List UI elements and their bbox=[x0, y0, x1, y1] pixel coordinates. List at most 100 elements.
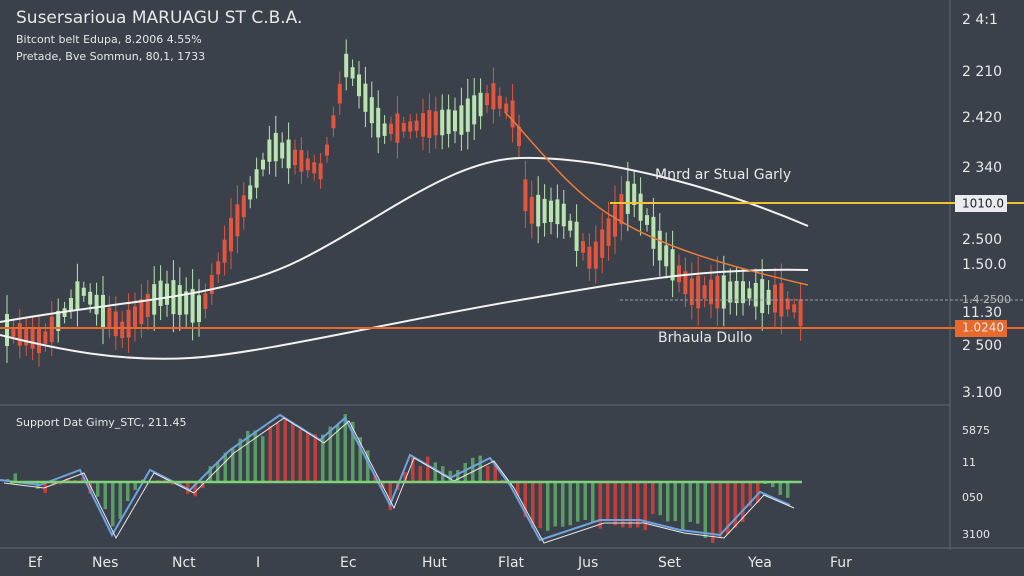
candle-body bbox=[670, 249, 675, 281]
candle-body bbox=[625, 181, 630, 214]
price-label: 1.0240 bbox=[962, 321, 1004, 335]
indicator-axis-label: 11 bbox=[962, 456, 976, 469]
candle-body bbox=[459, 105, 464, 135]
candle-body bbox=[344, 53, 349, 78]
candle-body bbox=[696, 275, 701, 309]
candle-body bbox=[43, 331, 48, 344]
candle-body bbox=[209, 275, 214, 294]
candle-body bbox=[133, 306, 137, 329]
candle-body bbox=[645, 215, 649, 225]
candle-body bbox=[267, 139, 272, 162]
histogram-bar bbox=[231, 448, 235, 482]
candle-body bbox=[184, 291, 189, 315]
histogram-bar bbox=[88, 482, 92, 494]
candle-body bbox=[376, 107, 381, 138]
histogram-bar bbox=[103, 482, 107, 510]
annotation: Mnrd ar Stual Garly bbox=[655, 167, 791, 183]
histogram-bar bbox=[643, 482, 647, 531]
candle-body bbox=[638, 193, 643, 221]
candle-body bbox=[741, 281, 745, 304]
candle-body bbox=[337, 83, 342, 104]
candle-body bbox=[747, 288, 752, 299]
histogram-bar bbox=[591, 482, 595, 523]
candle-body bbox=[120, 321, 125, 339]
candle-body bbox=[446, 109, 451, 134]
time-label: Ef bbox=[28, 555, 43, 571]
candle-body bbox=[363, 83, 368, 112]
histogram-bar bbox=[748, 482, 752, 507]
histogram-bar bbox=[486, 465, 490, 482]
histogram-bar bbox=[313, 434, 317, 482]
histogram-bar bbox=[283, 418, 287, 482]
candle-body bbox=[88, 291, 93, 305]
histogram-bar bbox=[321, 434, 325, 482]
candle-body bbox=[773, 284, 777, 313]
histogram-bar bbox=[58, 482, 62, 485]
time-label: Hut bbox=[422, 555, 447, 571]
candle-body bbox=[139, 298, 144, 325]
candle-body bbox=[75, 281, 80, 311]
histogram-bar bbox=[621, 482, 625, 528]
candle-body bbox=[248, 185, 253, 200]
histogram-bar bbox=[538, 482, 542, 529]
histogram-bar bbox=[171, 482, 175, 485]
candle-body bbox=[350, 67, 355, 79]
candle-body bbox=[101, 294, 105, 328]
histogram-bar bbox=[208, 466, 212, 482]
time-label: Fur bbox=[830, 555, 852, 571]
histogram-bar bbox=[733, 482, 737, 528]
time-label: Set bbox=[658, 555, 682, 571]
histogram-bar bbox=[756, 482, 760, 503]
histogram-bar bbox=[51, 482, 55, 486]
candle-body bbox=[94, 294, 99, 315]
candle-body bbox=[453, 110, 457, 132]
candle-body bbox=[440, 109, 445, 136]
histogram-bar bbox=[553, 482, 557, 527]
candle-body bbox=[561, 203, 566, 227]
candle-body bbox=[529, 196, 534, 224]
histogram-bar bbox=[216, 461, 220, 482]
histogram-bar bbox=[778, 482, 782, 496]
time-label: Flat bbox=[498, 555, 525, 571]
candle-body bbox=[126, 309, 131, 338]
histogram-bar bbox=[576, 482, 580, 522]
candle-body bbox=[517, 126, 521, 147]
candle-body bbox=[273, 132, 278, 162]
annotation: Brhaula Dullo bbox=[658, 330, 752, 346]
histogram-bar bbox=[718, 482, 722, 539]
candle-body bbox=[549, 200, 553, 223]
candle-body bbox=[261, 159, 265, 170]
histogram-bar bbox=[403, 472, 407, 482]
candle-body bbox=[721, 275, 726, 309]
candle-body bbox=[657, 230, 662, 261]
candle-body bbox=[542, 198, 547, 224]
histogram-bar bbox=[306, 432, 310, 482]
candle-body bbox=[581, 241, 585, 253]
title: Susersarioua MARUAGU ST C.B.A. bbox=[16, 8, 302, 28]
candle-body bbox=[113, 311, 118, 337]
histogram-bar bbox=[261, 436, 265, 482]
histogram-bar bbox=[268, 425, 272, 482]
price-label: 1.50.0 bbox=[962, 257, 1007, 273]
candle-body bbox=[30, 328, 35, 349]
candle-body bbox=[382, 123, 387, 136]
candle-body bbox=[49, 316, 54, 342]
candle-body bbox=[497, 95, 502, 109]
candle-body bbox=[510, 100, 515, 128]
candle-body bbox=[504, 103, 509, 113]
candle-body bbox=[177, 285, 182, 315]
price-label: 11.30 bbox=[962, 305, 1002, 321]
histogram-bar bbox=[13, 473, 17, 482]
indicator-axis-label: 3100 bbox=[962, 528, 990, 541]
candle-body bbox=[760, 279, 765, 313]
histogram-bar bbox=[531, 482, 535, 528]
histogram-bar bbox=[418, 465, 422, 482]
time-label: Nct bbox=[172, 555, 196, 571]
indicator-axis-label: 050 bbox=[962, 491, 983, 504]
histogram-bar bbox=[133, 482, 137, 490]
candle-body bbox=[389, 123, 393, 134]
histogram-bar bbox=[741, 482, 745, 522]
candle-body bbox=[357, 74, 361, 97]
candle-body bbox=[433, 111, 438, 136]
histogram-bar bbox=[696, 482, 700, 524]
